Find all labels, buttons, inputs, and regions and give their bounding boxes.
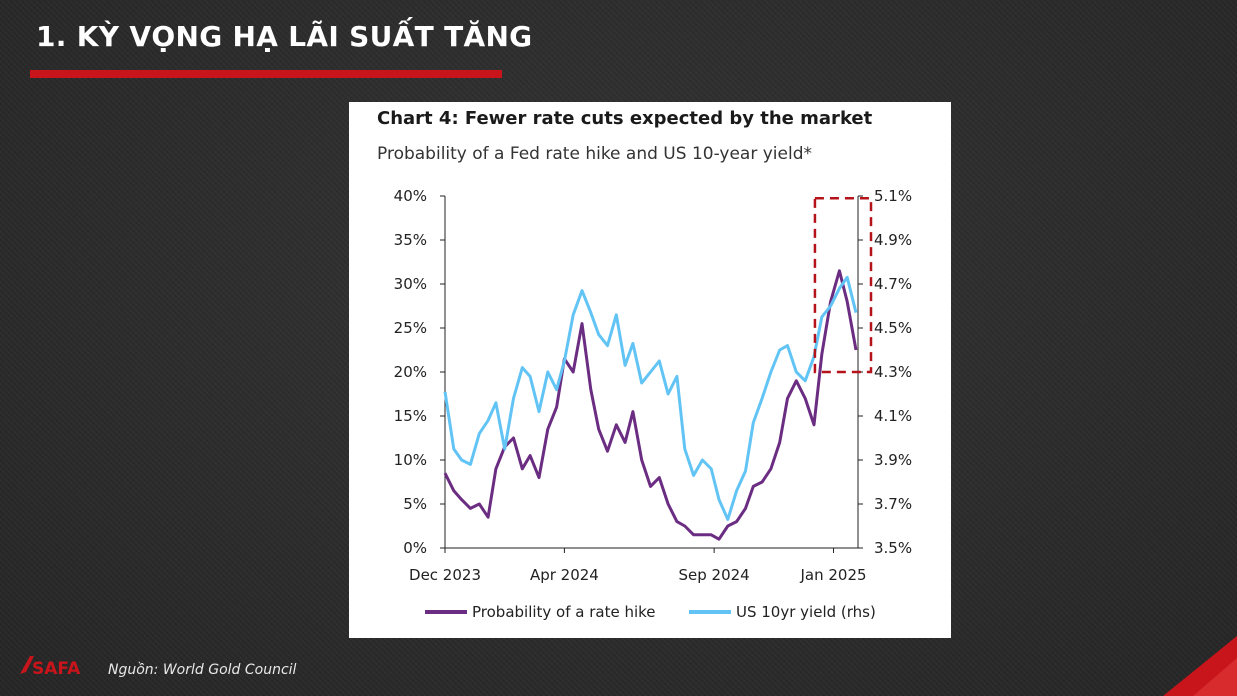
slide-title: 1. KỲ VỌNG HẠ LÃI SUẤT TĂNG xyxy=(36,20,533,53)
chart-svg: Chart 4: Fewer rate cuts expected by the… xyxy=(377,108,912,621)
safa-logo: SAFA xyxy=(20,656,81,679)
right-tick-label: 3.7% xyxy=(874,495,912,513)
legend-label: US 10yr yield (rhs) xyxy=(736,603,876,621)
x-tick-label: Sep 2024 xyxy=(679,566,750,584)
corner-accent xyxy=(1163,636,1237,696)
x-tick-label: Dec 2023 xyxy=(409,566,481,584)
right-tick-label: 4.5% xyxy=(874,319,912,337)
left-tick-label: 15% xyxy=(394,407,427,425)
title-underline xyxy=(30,70,502,78)
annotation-layer xyxy=(813,196,873,374)
axes-layer: 0% 5% 10% 15% 20% 25% 30% 35% 40% 3.5% 3.7% 3.9% 4.1… xyxy=(394,187,912,584)
left-tick-label: 20% xyxy=(394,363,427,381)
left-tick-label: 35% xyxy=(394,231,427,249)
left-tick-label: 0% xyxy=(403,539,427,557)
x-tick-label: Apr 2024 xyxy=(530,566,599,584)
right-tick-label: 3.9% xyxy=(874,451,912,469)
left-tick-label: 10% xyxy=(394,451,427,469)
right-tick-label: 5.1% xyxy=(874,187,912,205)
right-tick-label: 3.5% xyxy=(874,539,912,557)
right-tick-label: 4.7% xyxy=(874,275,912,293)
rate-hike-probability-line xyxy=(443,269,858,541)
us-10yr-yield-line xyxy=(443,275,858,521)
right-tick-label: 4.3% xyxy=(874,363,912,381)
logo-mark xyxy=(20,656,34,674)
right-tick-label: 4.1% xyxy=(874,407,912,425)
chart-subtitle: Probability of a Fed rate hike and US 10… xyxy=(377,144,812,164)
right-tick-label: 4.9% xyxy=(874,231,912,249)
chart-title: Chart 4: Fewer rate cuts expected by the… xyxy=(377,108,873,129)
x-tick-label: Jan 2025 xyxy=(799,566,866,584)
series-layer xyxy=(443,269,858,541)
source-note: Nguồn: World Gold Council xyxy=(108,662,297,678)
highlight-box xyxy=(813,196,873,374)
left-tick-label: 5% xyxy=(403,495,427,513)
chart-card: Chart 4: Fewer rate cuts expected by the… xyxy=(349,102,951,638)
left-tick-label: 25% xyxy=(394,319,427,337)
legend-label: Probability of a rate hike xyxy=(472,603,656,621)
left-tick-label: 40% xyxy=(394,187,427,205)
left-tick-label: 30% xyxy=(394,275,427,293)
logo-text: SAFA xyxy=(32,659,81,679)
legend: Probability of a rate hike US 10yr yield … xyxy=(425,603,876,621)
